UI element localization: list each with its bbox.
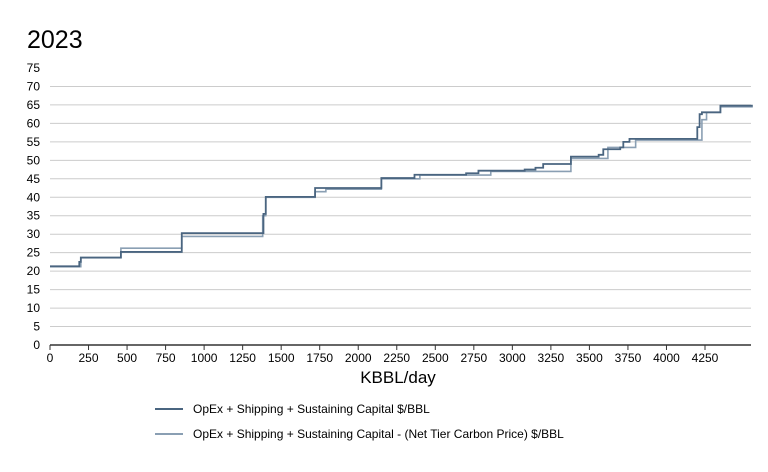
x-tick-label: 2250 bbox=[383, 351, 410, 365]
legend-item-2[interactable]: OpEx + Shipping + Sustaining Capital - (… bbox=[155, 427, 564, 441]
x-tick-label: 0 bbox=[47, 351, 54, 365]
series-line bbox=[50, 105, 753, 268]
y-tick-label: 70 bbox=[27, 79, 41, 93]
y-tick-label: 10 bbox=[27, 301, 41, 315]
x-tick-label: 1250 bbox=[229, 351, 256, 365]
legend-label: OpEx + Shipping + Sustaining Capital - (… bbox=[193, 427, 564, 441]
y-tick-label: 55 bbox=[27, 135, 41, 149]
x-tick-label: 3500 bbox=[576, 351, 603, 365]
y-tick-label: 15 bbox=[27, 283, 41, 297]
y-tick-label: 0 bbox=[33, 338, 40, 352]
y-tick-label: 20 bbox=[27, 264, 41, 278]
legend-item-1[interactable]: OpEx + Shipping + Sustaining Capital $/B… bbox=[155, 402, 430, 416]
x-tick-label: 3250 bbox=[538, 351, 565, 365]
x-tick-label: 4250 bbox=[692, 351, 719, 365]
y-tick-label: 45 bbox=[27, 172, 41, 186]
x-tick-label: 250 bbox=[79, 351, 99, 365]
x-tick-label: 1000 bbox=[191, 351, 218, 365]
chart-title: 2023 bbox=[27, 26, 83, 54]
legend-label: OpEx + Shipping + Sustaining Capital $/B… bbox=[193, 402, 430, 416]
y-tick-label: 30 bbox=[27, 227, 41, 241]
legend-swatch bbox=[155, 408, 183, 410]
x-tick-label: 1500 bbox=[268, 351, 295, 365]
y-tick-label: 60 bbox=[27, 116, 41, 130]
y-tick-label: 35 bbox=[27, 209, 41, 223]
x-tick-label: 2000 bbox=[345, 351, 372, 365]
x-tick-label: 3750 bbox=[615, 351, 642, 365]
x-tick-label: 4000 bbox=[653, 351, 680, 365]
y-tick-label: 75 bbox=[27, 61, 41, 75]
y-tick-label: 50 bbox=[27, 153, 41, 167]
x-tick-label: 750 bbox=[156, 351, 176, 365]
x-tick-label: 500 bbox=[117, 351, 137, 365]
y-tick-label: 25 bbox=[27, 246, 41, 260]
x-tick-label: 3000 bbox=[499, 351, 526, 365]
x-tick-label: 1750 bbox=[306, 351, 333, 365]
series-line bbox=[50, 104, 753, 268]
x-tick-label: 2750 bbox=[460, 351, 487, 365]
y-tick-label: 5 bbox=[33, 320, 40, 334]
x-axis-label: KBBL/day bbox=[360, 368, 436, 387]
y-tick-label: 40 bbox=[27, 190, 41, 204]
legend-swatch bbox=[155, 433, 183, 435]
x-tick-label: 2500 bbox=[422, 351, 449, 365]
y-tick-label: 65 bbox=[27, 98, 41, 112]
